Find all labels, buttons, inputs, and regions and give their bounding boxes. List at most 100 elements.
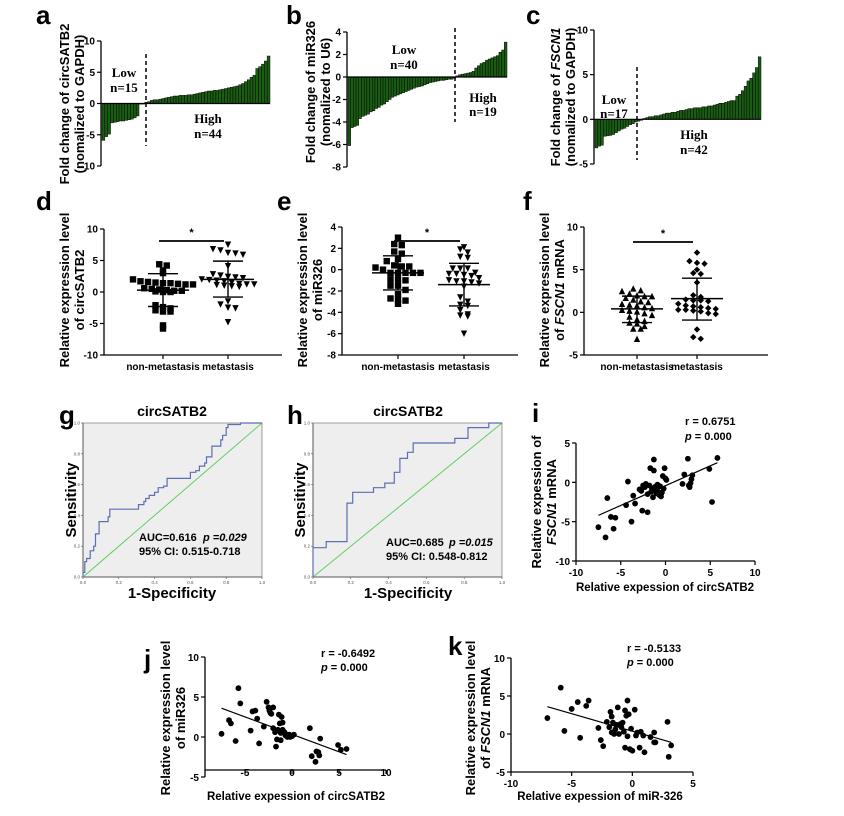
panel-i-data-point xyxy=(602,534,609,541)
panel-a-bar xyxy=(158,98,163,104)
panel-e-data-point xyxy=(398,250,405,257)
panel-c-bar xyxy=(743,86,748,120)
panel-c-bar xyxy=(757,56,762,120)
panel-a-bar xyxy=(198,92,202,104)
panel-k-data-point xyxy=(574,699,581,705)
panel-g-x-tick-label: 0.4 xyxy=(151,580,158,585)
panel-j-data-point xyxy=(277,737,284,744)
panel-e-y-tick-label: -2 xyxy=(327,287,336,298)
panel-d-data-point xyxy=(228,283,235,290)
panel-j-y-tick-label: 0 xyxy=(193,733,199,744)
panel-f-data-point xyxy=(690,333,697,341)
panel-e-data-point xyxy=(464,249,471,256)
panel-c-bar xyxy=(611,119,615,135)
panel-a-bar xyxy=(209,90,214,104)
panel-c-bar xyxy=(721,103,725,120)
panel-i-x-tick-label: 0 xyxy=(663,568,669,579)
panel-c-bar xyxy=(659,114,663,120)
panel-j-data-point xyxy=(254,715,261,722)
panel-label-d: d xyxy=(36,186,52,216)
panel-d-data-point xyxy=(144,278,152,286)
panel-f-data-point xyxy=(697,308,704,315)
panel-i-p-symbol: p xyxy=(684,431,692,443)
panel-d-data-point xyxy=(213,281,220,289)
panel-label-i: i xyxy=(532,398,539,428)
panel-j-data-point xyxy=(252,707,259,714)
panel-label-b: b xyxy=(286,0,302,30)
panel-k-data-point xyxy=(624,733,631,740)
panel-f-data-point xyxy=(712,310,719,318)
panel-f-data-point xyxy=(637,325,644,332)
panel-g-x-tick-label: 0.2 xyxy=(116,580,123,585)
panel-i-data-point xyxy=(638,488,645,494)
panel-d-data-point xyxy=(232,305,239,312)
panel-b-bar xyxy=(482,62,486,78)
panel-b-bar xyxy=(501,49,505,78)
panel-e-data-point xyxy=(464,265,471,272)
panel-c-bar xyxy=(718,103,722,120)
panel-k-data-point xyxy=(616,731,622,737)
panel-e-data-point xyxy=(391,262,398,269)
panel-d-data-point xyxy=(217,301,224,308)
panel-i-xlabel: Relative expession of circSATB2 xyxy=(576,582,754,594)
panel-b-bar xyxy=(380,76,384,106)
panel-h-pvalue: p =0.015 xyxy=(448,537,494,549)
panel-k-data-point xyxy=(611,731,618,737)
panel-j-y-tick-label: 5 xyxy=(193,693,199,704)
panel-e-data-point xyxy=(453,270,460,278)
panel-b-bar xyxy=(385,76,389,102)
panel-d-data-point xyxy=(239,274,247,282)
panel-a-bar xyxy=(104,103,108,137)
panel-h-title: circSATB2 xyxy=(373,403,443,419)
panel-j-data-point xyxy=(308,753,315,760)
panel-k-data-point xyxy=(647,734,654,740)
panel-b-bar xyxy=(471,71,475,78)
panel-g-auc: AUC=0.616 xyxy=(139,532,197,544)
panel-e-data-point xyxy=(453,278,460,285)
panel-g-y-tick-label: 0.2 xyxy=(74,544,81,549)
panel-e-data-point xyxy=(383,257,390,265)
panel-h-ylabel: Sensitivity xyxy=(292,462,309,538)
panel-a-bar xyxy=(116,103,120,122)
panel-b-bar xyxy=(504,41,508,78)
panel-j-data-point xyxy=(337,746,344,753)
panel-f-data-point xyxy=(630,296,637,303)
panel-c-bar xyxy=(681,110,686,120)
panel-i-x-tick-label: 5 xyxy=(707,568,713,579)
panel-j-p-value: = 0.000 xyxy=(328,662,368,674)
panel-label-g: g xyxy=(59,400,75,430)
panel-e-y-tick-label: -8 xyxy=(327,351,336,362)
panel-i-data-point xyxy=(684,455,691,462)
panel-j-data-point xyxy=(278,714,285,720)
panel-a-bar xyxy=(246,79,251,104)
panel-j-data-point xyxy=(335,742,341,748)
panel-e-y-tick-label: -4 xyxy=(327,308,336,319)
panel-k-data-point xyxy=(620,728,627,735)
panel-g-roc-curve xyxy=(82,422,262,577)
panel-d-ylabel-line1: Relative expression level xyxy=(57,213,72,368)
panel-k-ylabel-line2: of FSCN1 mRNA xyxy=(478,666,493,768)
panel-a-y-tick-label: 0 xyxy=(89,99,95,110)
panel-b-y-tick-label: 4 xyxy=(335,28,341,39)
panel-j-data-point xyxy=(237,700,244,707)
panel-f-data-point xyxy=(641,309,648,317)
panel-a-bar xyxy=(258,66,262,104)
panel-e-data-point xyxy=(391,248,398,255)
panel-f-data-point xyxy=(693,326,701,333)
panel-k-data-point xyxy=(636,744,643,751)
panel-a-bar xyxy=(227,87,231,104)
panel-a-bar xyxy=(107,103,111,135)
panel-i-data-point xyxy=(650,467,657,474)
panel-j-x-tick-label: 0 xyxy=(289,768,295,779)
panel-f-data-point xyxy=(682,296,689,303)
panel-a-bar xyxy=(127,103,131,120)
panel-a-bar xyxy=(130,103,134,120)
panel-c-bar xyxy=(614,119,618,133)
panel-d-ylabel-line2: of circSATB2 xyxy=(72,250,87,331)
panel-k-data-point xyxy=(603,718,610,725)
panel-j-data-point xyxy=(228,720,234,727)
panel-i-data-point xyxy=(661,465,668,472)
panel-d-data-point xyxy=(189,281,197,288)
panel-b-ylabel-line2: (nomalized to U6) xyxy=(318,38,333,146)
panel-i-data-point xyxy=(650,494,656,501)
